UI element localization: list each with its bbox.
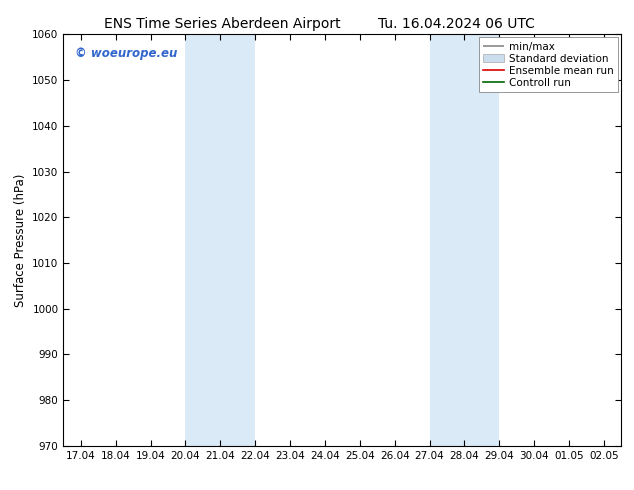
Text: © woeurope.eu: © woeurope.eu bbox=[75, 47, 177, 60]
Legend: min/max, Standard deviation, Ensemble mean run, Controll run: min/max, Standard deviation, Ensemble me… bbox=[479, 37, 618, 92]
Bar bbox=[185, 34, 255, 446]
Text: ENS Time Series Aberdeen Airport: ENS Time Series Aberdeen Airport bbox=[103, 17, 340, 31]
Text: Tu. 16.04.2024 06 UTC: Tu. 16.04.2024 06 UTC bbox=[378, 17, 535, 31]
Y-axis label: Surface Pressure (hPa): Surface Pressure (hPa) bbox=[14, 173, 27, 307]
Bar bbox=[429, 34, 500, 446]
